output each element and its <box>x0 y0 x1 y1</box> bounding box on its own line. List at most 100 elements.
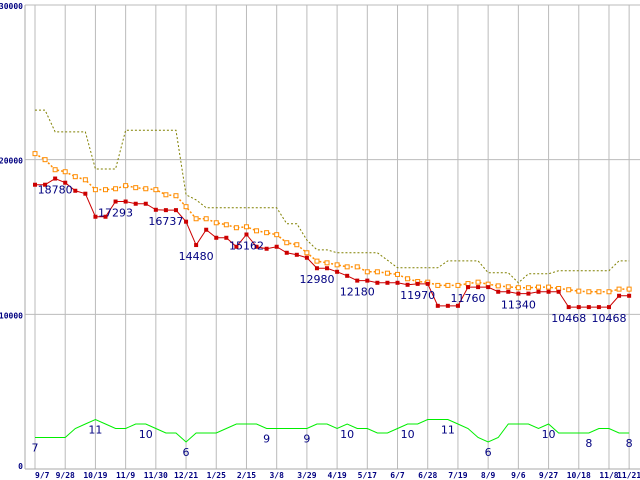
data-point-min <box>546 289 551 294</box>
data-point-average <box>606 289 612 295</box>
data-point-min <box>184 219 189 224</box>
data-label-min: 16737 <box>148 215 183 228</box>
x-tick-label: 3/29 <box>297 471 316 480</box>
data-point-min <box>153 207 158 212</box>
data-point-min <box>83 191 88 196</box>
data-point-min <box>566 305 571 310</box>
data-point-average <box>183 204 189 210</box>
data-point-average <box>465 281 471 287</box>
data-point-average <box>203 216 209 222</box>
data-point-average <box>495 283 501 289</box>
x-tick-label: 4/19 <box>327 471 346 480</box>
data-label-count: 9 <box>263 433 270 446</box>
data-point-average <box>92 187 98 193</box>
data-point-min <box>466 285 471 290</box>
data-label-count: 10 <box>340 428 354 441</box>
data-point-average <box>123 183 129 189</box>
data-point-average <box>62 169 68 175</box>
data-point-average <box>294 242 300 248</box>
x-tick-label: 6/7 <box>390 471 405 480</box>
data-point-min <box>284 250 289 255</box>
data-point-min <box>254 244 259 249</box>
x-tick-label: 5/17 <box>358 471 377 480</box>
data-point-average <box>153 187 159 193</box>
data-point-min <box>335 269 340 274</box>
data-point-average <box>384 270 390 276</box>
y-tick-label: 30000 <box>0 2 23 11</box>
data-point-min <box>73 188 78 193</box>
data-point-average <box>113 186 119 192</box>
data-point-average <box>163 192 169 198</box>
data-point-average <box>173 193 179 199</box>
data-point-min <box>586 305 591 310</box>
data-point-average <box>455 282 461 288</box>
data-point-min <box>405 282 410 287</box>
data-point-min <box>486 285 491 290</box>
data-point-average <box>566 287 572 293</box>
data-point-min <box>43 182 48 187</box>
data-point-min <box>617 293 622 298</box>
data-point-min <box>395 280 400 285</box>
data-point-min <box>133 201 138 206</box>
data-point-average <box>223 222 229 228</box>
data-point-min <box>274 244 279 249</box>
data-point-min <box>325 266 330 271</box>
data-label-min: 11760 <box>451 292 486 305</box>
data-point-min <box>455 303 460 308</box>
data-point-min <box>345 273 350 278</box>
data-point-min <box>445 303 450 308</box>
data-point-min <box>516 291 521 296</box>
data-point-min <box>365 278 370 283</box>
data-point-min <box>63 180 68 185</box>
data-label-count: 10 <box>401 428 415 441</box>
data-point-min <box>556 289 561 294</box>
data-label-min: 12980 <box>299 273 334 286</box>
data-point-average <box>52 167 58 173</box>
data-label-min: 14480 <box>179 250 214 263</box>
data-point-average <box>505 284 511 290</box>
x-tick-label: 9/7 <box>35 471 50 480</box>
data-label-min: 11970 <box>400 289 435 302</box>
data-point-min <box>113 199 118 204</box>
data-label-min: 17293 <box>98 207 133 220</box>
data-point-min <box>435 303 440 308</box>
y-tick-label: 0 <box>18 462 23 471</box>
data-point-average <box>445 282 451 288</box>
data-label-count: 8 <box>626 437 633 450</box>
data-point-min <box>415 281 420 286</box>
x-tick-label: 11/21 <box>617 471 640 480</box>
data-point-min <box>375 280 380 285</box>
data-point-average <box>42 157 48 163</box>
data-point-average <box>576 288 582 294</box>
data-point-min <box>536 289 541 294</box>
data-point-average <box>395 271 401 277</box>
data-point-average <box>324 260 330 266</box>
y-tick-label: 10000 <box>0 311 23 320</box>
data-point-min <box>264 246 269 251</box>
x-tick-label: 11/9 <box>116 471 135 480</box>
data-label-count: 10 <box>542 428 556 441</box>
data-point-min <box>506 289 511 294</box>
data-label-count: 11 <box>88 424 102 437</box>
data-point-min <box>224 235 229 240</box>
data-point-min <box>234 244 239 249</box>
data-point-average <box>435 282 441 288</box>
data-point-average <box>364 269 370 275</box>
data-point-average <box>304 250 310 256</box>
grid-lines <box>25 4 640 469</box>
data-point-average <box>82 177 88 183</box>
data-point-min <box>606 305 611 310</box>
data-point-min <box>244 232 249 237</box>
data-label-count: 10 <box>139 428 153 441</box>
data-point-min <box>314 266 319 271</box>
data-point-min <box>163 208 168 213</box>
data-point-average <box>254 228 260 234</box>
data-point-average <box>525 285 531 291</box>
data-point-min <box>476 285 481 290</box>
series-layer <box>32 109 632 443</box>
data-point-average <box>354 264 360 270</box>
data-point-min <box>526 291 531 296</box>
data-label-min: 10468 <box>591 312 626 325</box>
data-label-min: 12180 <box>340 286 375 299</box>
